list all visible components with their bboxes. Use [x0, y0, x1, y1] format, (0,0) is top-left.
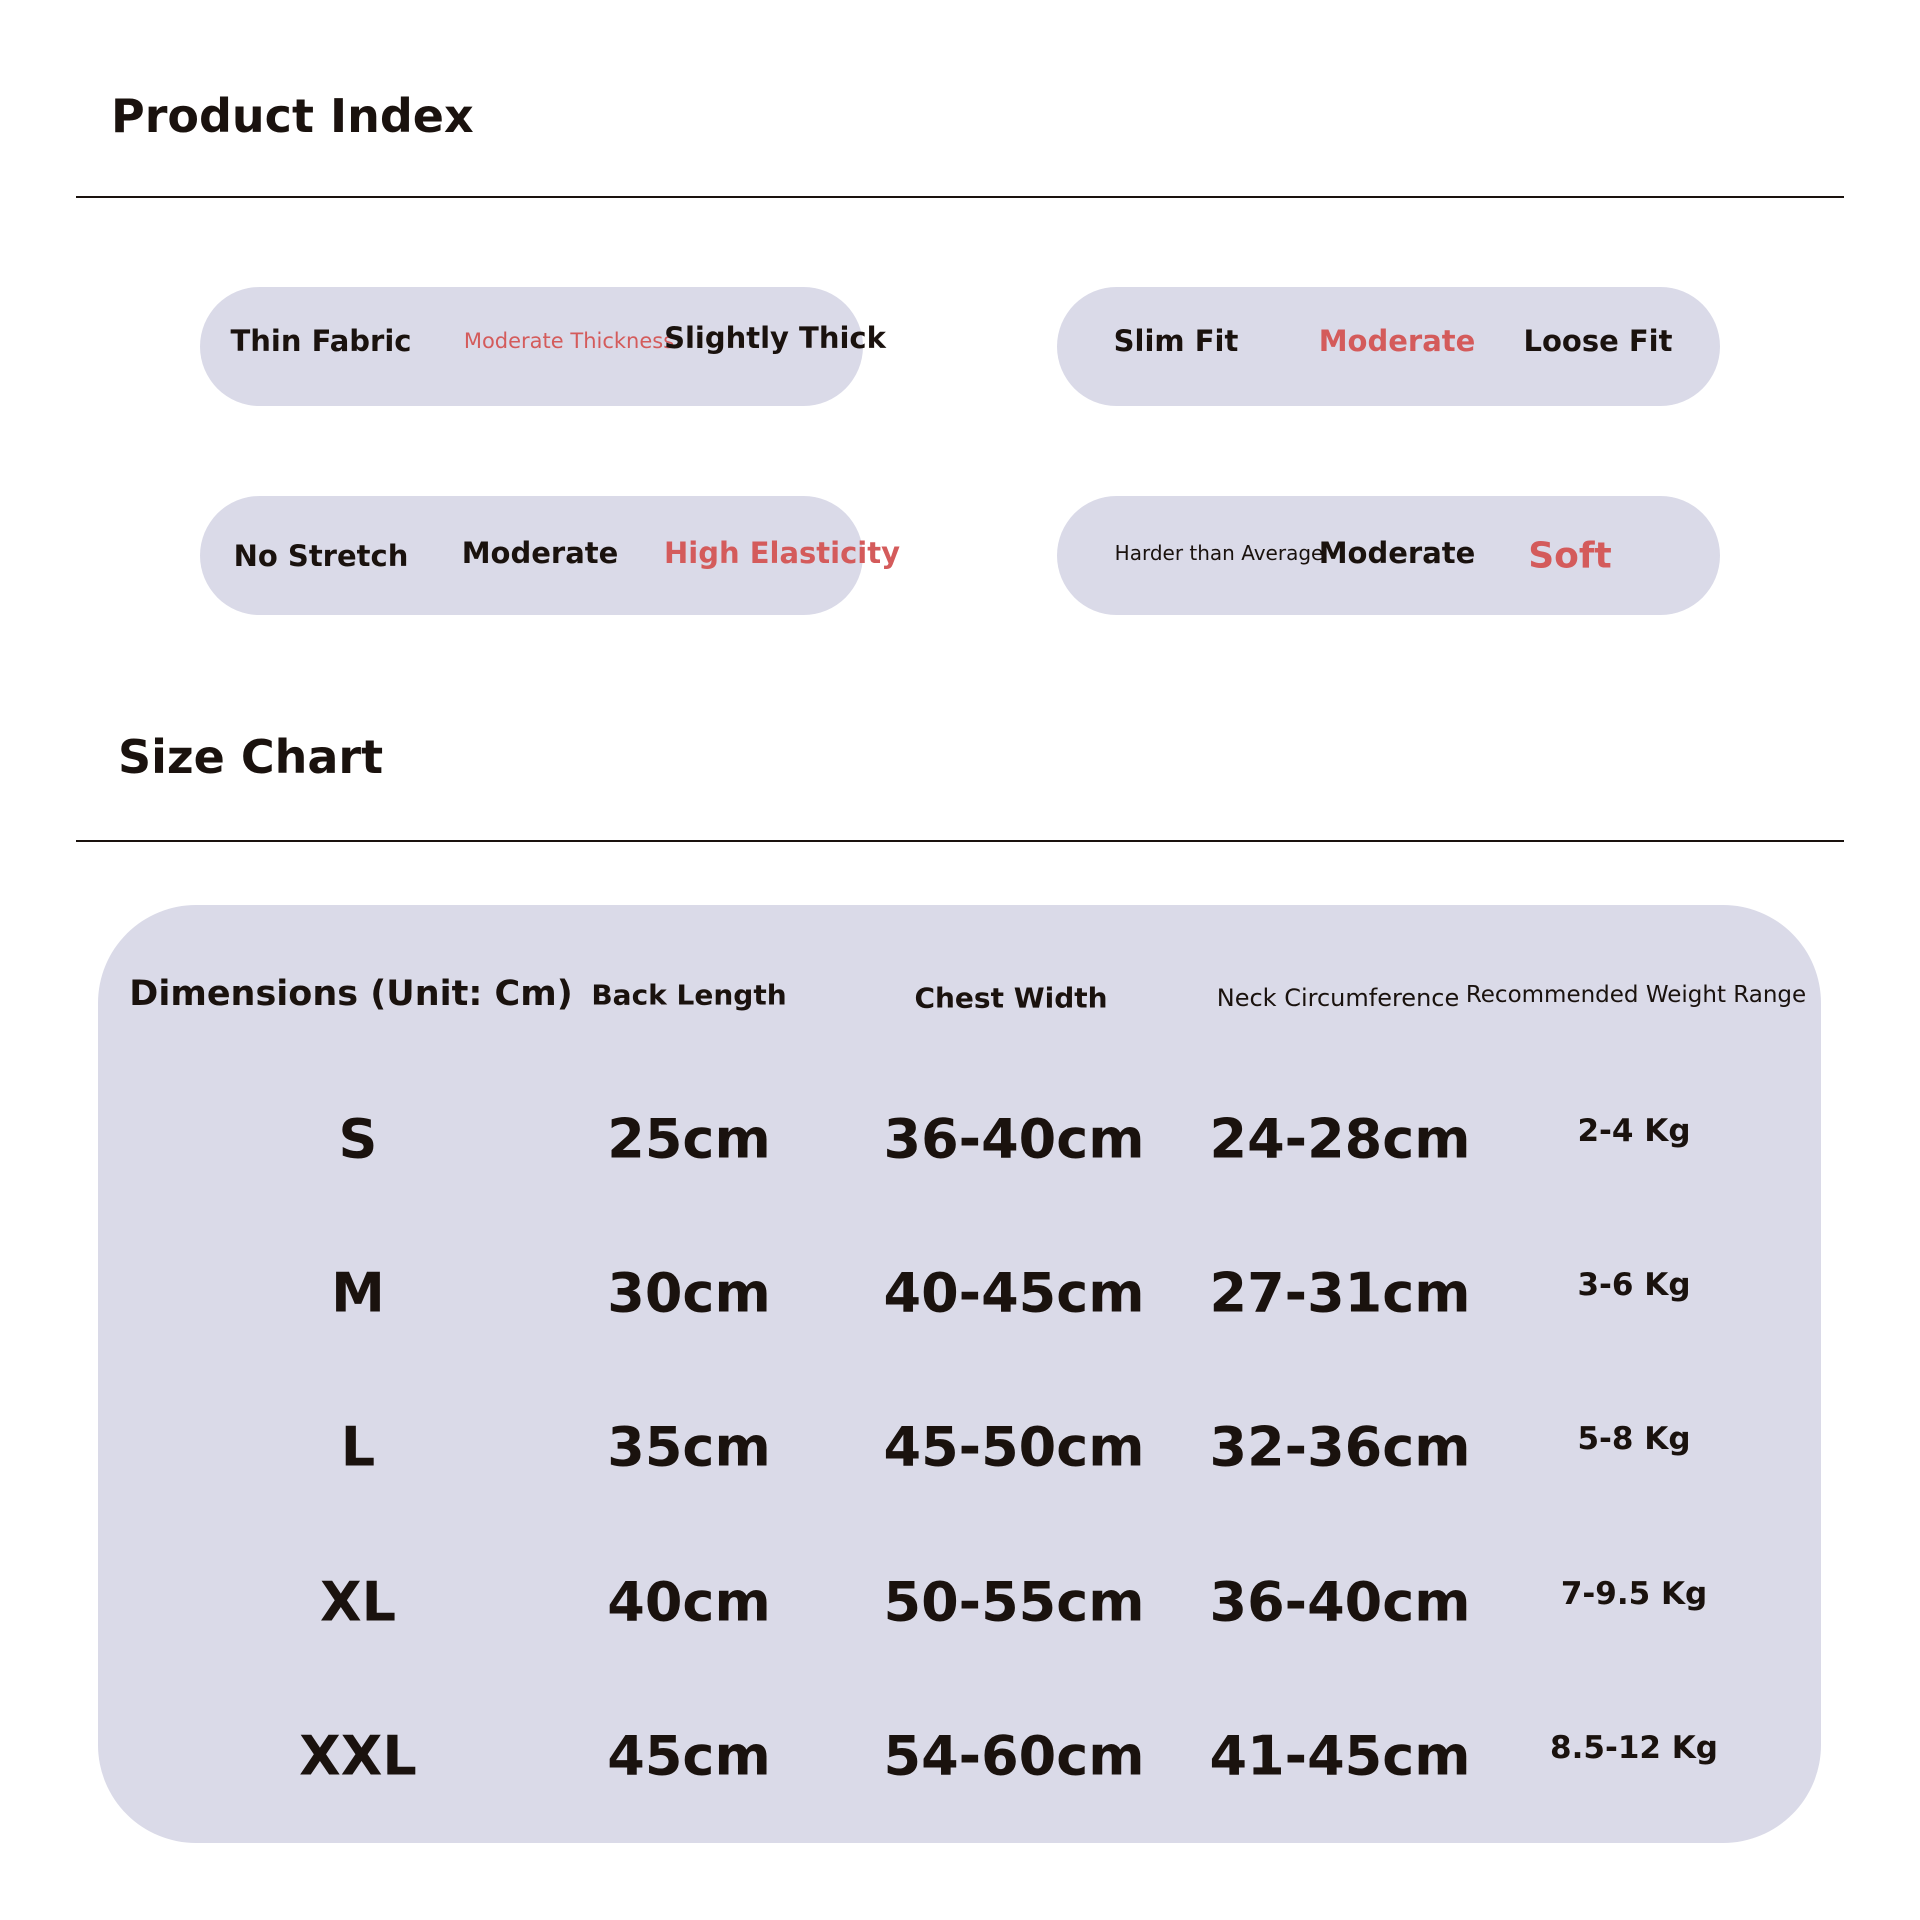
column-header: Neck Circumference: [1216, 984, 1460, 1012]
neck-circumference: 24-28cm: [1209, 1107, 1471, 1171]
chest-width: 45-50cm: [883, 1415, 1145, 1479]
size-label: L: [340, 1415, 376, 1479]
fit-option: Loose Fit: [1523, 324, 1673, 358]
thickness-option-selected: Moderate Thickness: [463, 329, 675, 353]
fit-option-selected: Moderate: [1318, 324, 1476, 358]
weight-range: 8.5-12 Kg: [1550, 1730, 1718, 1766]
softness-option: Moderate: [1318, 536, 1476, 570]
elasticity-option: No Stretch: [233, 539, 409, 573]
softness-scale: [1057, 496, 1720, 615]
column-header: Recommended Weight Range: [1465, 982, 1807, 1008]
chest-width: 40-45cm: [883, 1261, 1145, 1325]
neck-circumference: 32-36cm: [1209, 1415, 1471, 1479]
elasticity-option-selected: High Elasticity: [664, 536, 900, 570]
neck-circumference: 36-40cm: [1209, 1570, 1471, 1634]
product-index-title: Product Index: [111, 89, 474, 143]
back-length: 30cm: [607, 1261, 771, 1325]
weight-range: 7-9.5 Kg: [1560, 1576, 1708, 1612]
column-header: Dimensions (Unit: Cm): [129, 974, 573, 1014]
size-label: M: [331, 1261, 385, 1325]
column-header: Back Length: [591, 978, 787, 1012]
chest-width: 36-40cm: [883, 1107, 1145, 1171]
chest-width: 50-55cm: [883, 1570, 1145, 1634]
size-label: S: [338, 1107, 378, 1171]
thickness-scale: [200, 287, 863, 406]
chest-width: 54-60cm: [883, 1724, 1145, 1788]
divider: [76, 840, 1844, 842]
softness-option: Harder than Average: [1114, 541, 1324, 565]
size-label: XXL: [299, 1724, 417, 1788]
back-length: 25cm: [607, 1107, 771, 1171]
softness-option-selected: Soft: [1528, 535, 1612, 577]
thickness-option: Thin Fabric: [230, 324, 412, 358]
neck-circumference: 27-31cm: [1209, 1261, 1471, 1325]
back-length: 35cm: [607, 1415, 771, 1479]
elasticity-scale: [200, 496, 863, 615]
back-length: 40cm: [607, 1570, 771, 1634]
elasticity-option: Moderate: [461, 536, 619, 570]
neck-circumference: 41-45cm: [1209, 1724, 1471, 1788]
size-label: XL: [319, 1570, 397, 1634]
size-chart-title: Size Chart: [118, 730, 384, 784]
weight-range: 2-4 Kg: [1577, 1113, 1691, 1149]
weight-range: 3-6 Kg: [1577, 1267, 1691, 1303]
weight-range: 5-8 Kg: [1577, 1421, 1691, 1457]
thickness-option: Slightly Thick: [664, 321, 886, 355]
fit-option: Slim Fit: [1113, 324, 1239, 358]
fit-scale: [1057, 287, 1720, 406]
column-header: Chest Width: [914, 981, 1108, 1015]
divider: [76, 196, 1844, 198]
back-length: 45cm: [607, 1724, 771, 1788]
size-chart-table: [98, 905, 1821, 1843]
